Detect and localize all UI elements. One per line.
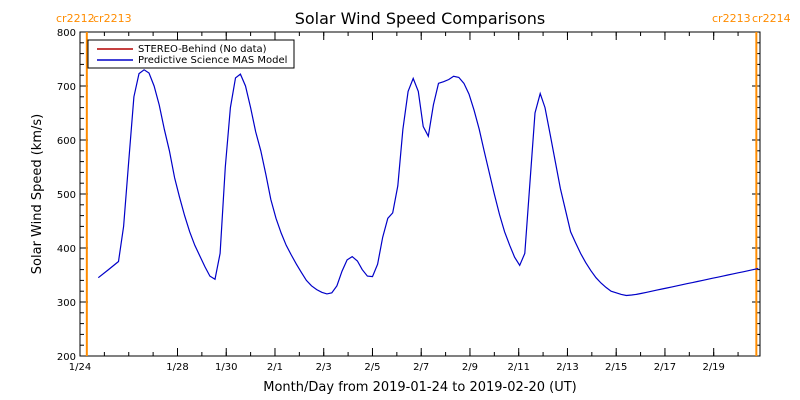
legend: STEREO-Behind (No data) Predictive Scien…	[87, 39, 295, 69]
x-tick-label: 2/9	[462, 362, 478, 373]
x-tick-label: 2/1	[267, 362, 283, 373]
cr-label-left-1: cr2212	[56, 12, 95, 25]
y-tick-label: 700	[57, 82, 76, 93]
x-tick-label: 2/19	[702, 362, 724, 373]
x-tick-label: 2/5	[364, 362, 380, 373]
y-tick-label: 800	[57, 28, 76, 39]
legend-label-stereo: STEREO-Behind (No data)	[138, 44, 267, 55]
legend-box	[87, 39, 295, 69]
y-tick-label: 300	[57, 298, 76, 309]
y-axis-title: Solar Wind Speed (km/s)	[30, 114, 45, 274]
x-tick-label: 1/30	[215, 362, 237, 373]
cr-label-right-2: cr2214	[752, 12, 791, 25]
x-tick-label: 1/24	[69, 362, 91, 373]
cr-label-right-1: cr2213	[712, 12, 751, 25]
chart-title: Solar Wind Speed Comparisons	[295, 9, 546, 28]
legend-label-mas: Predictive Science MAS Model	[138, 55, 287, 66]
x-axis-title: Month/Day from 2019-01-24 to 2019-02-20 …	[263, 380, 576, 395]
y-tick-label: 500	[57, 190, 76, 201]
carrington-markers	[85, 32, 758, 356]
y-tick-label: 600	[57, 136, 76, 147]
x-tick-label: 2/7	[413, 362, 429, 373]
plot-frame	[79, 31, 761, 357]
x-tick-label: 2/13	[556, 362, 578, 373]
cr-label-left-2: cr2213	[93, 12, 132, 25]
y-tick-label: 200	[57, 352, 76, 363]
y-tick-label: 400	[57, 244, 76, 255]
x-tick-label: 2/11	[507, 362, 529, 373]
series-line-mas-model	[97, 69, 759, 297]
x-tick-label: 2/15	[605, 362, 627, 373]
x-axis: 1/24 1/28 1/30 2/1 2/3 2/5 2/7 2/9 2/11 2/13 2/15 2…	[69, 32, 739, 373]
x-tick-label: 2/3	[316, 362, 332, 373]
y-axis: 200 300 400 500 600 700 800	[57, 28, 760, 363]
x-tick-label: 1/28	[166, 362, 188, 373]
x-tick-label: 2/17	[654, 362, 676, 373]
